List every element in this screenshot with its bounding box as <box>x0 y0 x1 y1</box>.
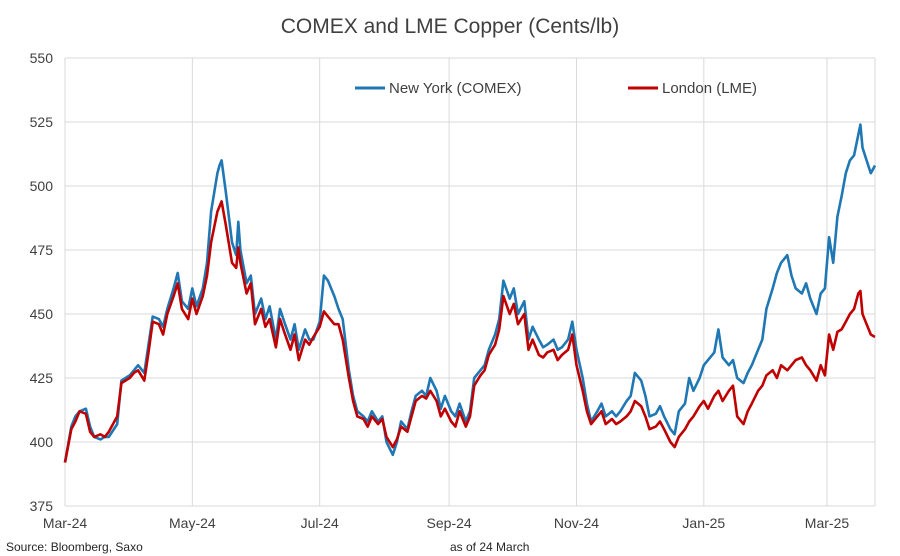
x-tick-label: Nov-24 <box>554 515 599 531</box>
legend-label: New York (COMEX) <box>389 80 522 97</box>
y-tick-label: 425 <box>30 370 54 386</box>
chart-title: COMEX and LME Copper (Cents/lb) <box>281 15 619 38</box>
x-tick-label: Mar-25 <box>805 515 850 531</box>
legend-label: London (LME) <box>662 80 757 97</box>
y-tick-label: 400 <box>30 434 54 450</box>
y-tick-label: 525 <box>30 114 54 130</box>
y-tick-label: 500 <box>30 178 54 194</box>
x-tick-label: Jan-25 <box>682 515 725 531</box>
y-tick-label: 375 <box>30 498 54 514</box>
y-tick-label: 450 <box>30 306 54 322</box>
x-tick-label: Jul-24 <box>301 515 339 531</box>
y-tick-label: 550 <box>30 50 54 66</box>
lme-series-line <box>63 200 876 463</box>
y-tick-label: 475 <box>30 242 54 258</box>
source-note: Source: Bloomberg, Saxo <box>6 540 143 554</box>
comex-series-line <box>63 123 877 463</box>
legend: New York (COMEX) London (LME) <box>355 80 757 97</box>
x-tick-label: Mar-24 <box>43 515 88 531</box>
gridlines <box>64 57 876 507</box>
as-of-note: as of 24 March <box>450 540 530 554</box>
x-tick-label: May-24 <box>169 515 216 531</box>
y-axis-ticks: 375 400 425 450 475 500 525 550 <box>30 50 54 514</box>
series-lines <box>63 123 877 463</box>
x-tick-label: Sep-24 <box>427 515 472 531</box>
x-axis-ticks: Mar-24 May-24 Jul-24 Sep-24 Nov-24 Jan-25 Mar-… <box>43 515 850 531</box>
